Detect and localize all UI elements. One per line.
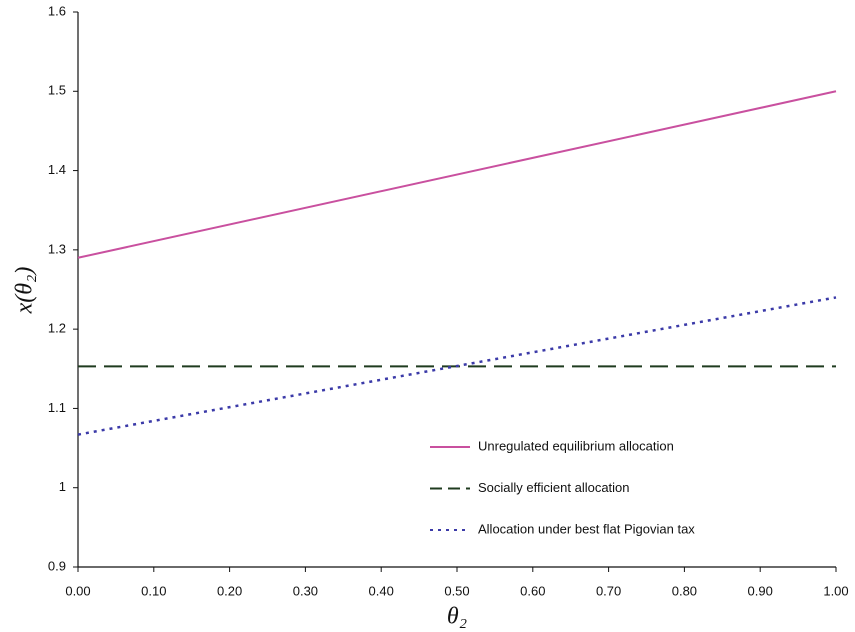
x-tick-label: 0.80 [672,583,697,598]
x-tick-label: 0.50 [444,583,469,598]
y-tick-label: 1.1 [48,400,66,415]
x-tick-label: 0.60 [520,583,545,598]
y-tick-label: 0.9 [48,558,66,573]
legend-label: Allocation under best flat Pigovian tax [478,521,695,536]
x-tick-label: 0.70 [596,583,621,598]
y-tick-label: 1.3 [48,241,66,256]
y-tick-label: 1.2 [48,321,66,336]
y-tick-label: 1.6 [48,3,66,18]
x-tick-label: 0.40 [369,583,394,598]
y-tick-label: 1.5 [48,83,66,98]
legend-label: Socially efficient allocation [478,480,630,495]
y-axis-title: x(θ₂) [12,267,38,315]
x-tick-label: 0.10 [141,583,166,598]
x-tick-label: 0.30 [293,583,318,598]
legend-label: Unregulated equilibrium allocation [478,438,674,453]
series-line [77,90,837,259]
x-tick-label: 1.00 [823,583,848,598]
x-tick-label: 0.00 [65,583,90,598]
y-tick-label: 1 [59,479,66,494]
x-tick-label: 0.20 [217,583,242,598]
series-line [77,296,837,436]
y-tick-label: 1.4 [48,162,66,177]
x-tick-label: 0.90 [748,583,773,598]
x-axis-title: θ₂ [447,604,467,630]
